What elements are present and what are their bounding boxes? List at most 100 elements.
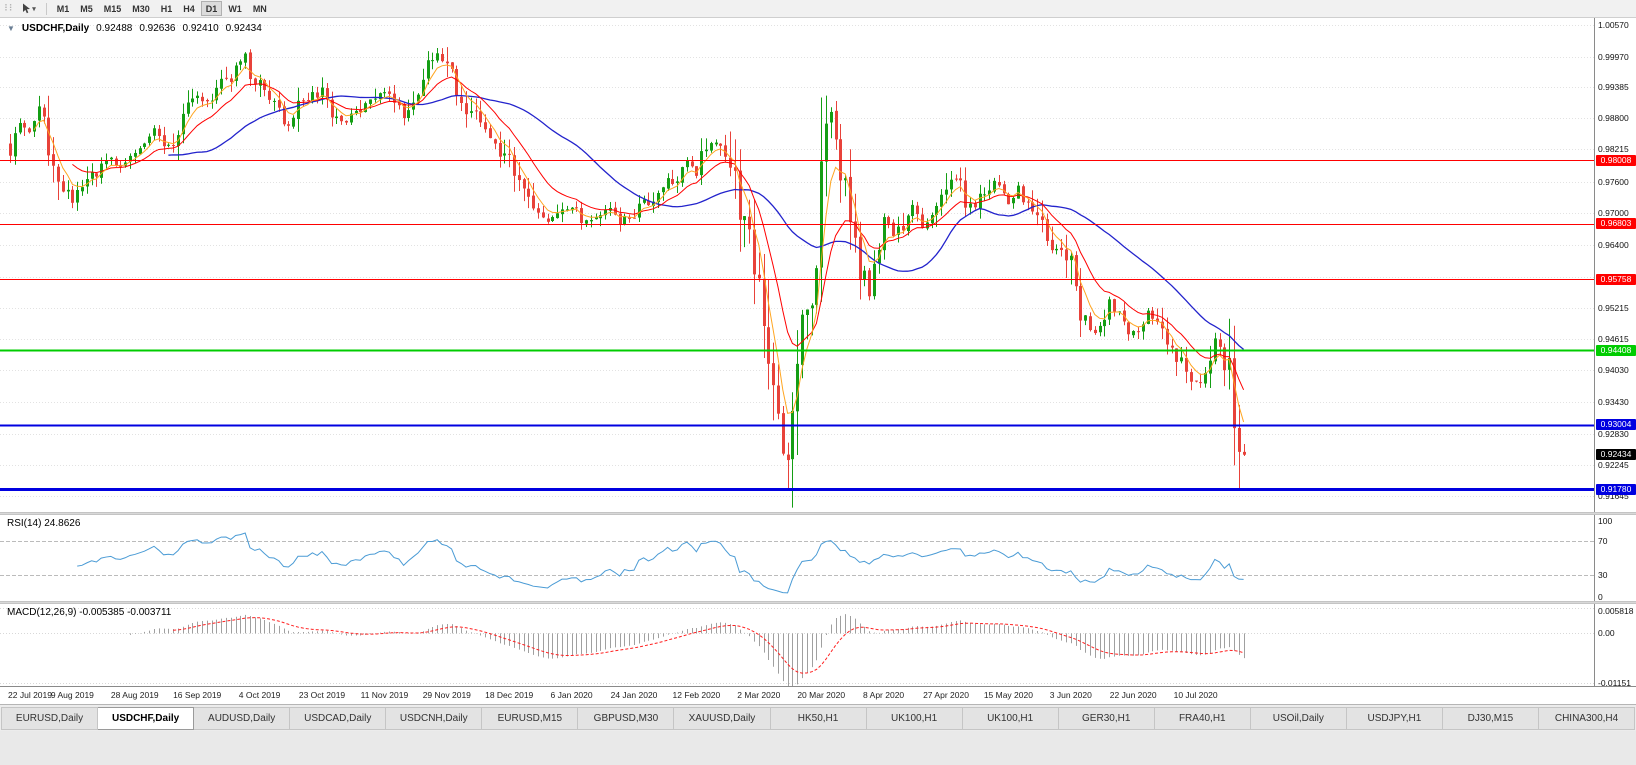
cursor-icon: [23, 3, 31, 14]
timeframe-button-w1[interactable]: W1: [228, 3, 242, 14]
chart-tab-audusd-daily[interactable]: AUDUSD,Daily: [194, 707, 291, 730]
timeframe-button-m15[interactable]: M15: [103, 3, 122, 14]
chart-tab-eurusd-m15[interactable]: EURUSD,M15: [482, 707, 579, 730]
chart-tab-uk100-h1[interactable]: UK100,H1: [866, 707, 963, 730]
panel-splitter-rsi[interactable]: [0, 512, 1636, 515]
date-axis-label: 27 Apr 2020: [923, 690, 969, 700]
chart-tab-ger30-h1[interactable]: GER30,H1: [1058, 707, 1155, 730]
chart-tab-usdcnh-daily[interactable]: USDCNH,Daily: [386, 707, 483, 730]
date-axis-label: 20 Mar 2020: [797, 690, 846, 700]
chart-tab-xauusd-daily[interactable]: XAUUSD,Daily: [674, 707, 771, 730]
macd-axis-tick: -0.01151: [1598, 678, 1631, 689]
price-axis[interactable]: 1.00570 0.99970 0.99385 0.98800 0.98215 0.976…: [1594, 18, 1636, 689]
price-level-tag: 0.95758: [1596, 273, 1636, 285]
macd-indicator-label: MACD(12,26,9) -0.005385 -0.003711: [7, 607, 172, 618]
date-axis-label: 8 Apr 2020: [863, 690, 905, 700]
price-level-tag: 0.98008: [1596, 154, 1636, 166]
price-axis-tick: 0.95215: [1598, 302, 1629, 313]
price-axis-tick: 0.94615: [1598, 334, 1629, 345]
rsi-indicator-label: RSI(14) 24.8626: [7, 518, 81, 529]
cursor-tool-button[interactable]: ▾: [17, 1, 41, 16]
price-axis-tick: 0.97600: [1598, 176, 1629, 187]
price-axis-tick: 0.97000: [1598, 208, 1629, 219]
symbol-period-label: USDCHF,Daily: [21, 23, 90, 34]
chart-tab-usdcad-daily[interactable]: USDCAD,Daily: [290, 707, 387, 730]
high-value: 0.92636: [139, 23, 176, 34]
chart-tab-uk100-h1[interactable]: UK100,H1: [962, 707, 1059, 730]
close-value: 0.92434: [225, 23, 262, 34]
chart-region: ▼ USDCHF,Daily 0.92488 0.92636 0.92410 0…: [0, 18, 1636, 704]
date-axis-label: 9 Aug 2019: [50, 690, 94, 700]
rsi-axis-tick: 100: [1598, 516, 1613, 526]
chart-tab-china300-h4[interactable]: CHINA300,H4: [1539, 707, 1636, 730]
low-value: 0.92410: [182, 23, 219, 34]
date-axis-label: 3 Jun 2020: [1049, 690, 1092, 700]
toolbar-grip-icon: ⠇⠇: [4, 3, 15, 13]
price-axis-tick: 0.92830: [1598, 428, 1629, 439]
timeframe-buttons: M1 M5 M15 M30 H1 H4 D1 W1 MN: [52, 1, 272, 16]
toolbar-separator: [45, 2, 47, 15]
date-axis-label: 18 Dec 2019: [485, 690, 534, 700]
price-axis-tick: 1.00570: [1598, 19, 1629, 30]
date-axis-label: 12 Feb 2020: [672, 690, 721, 700]
price-level-tag: 0.94408: [1596, 344, 1636, 356]
date-axis-label: 2 Mar 2020: [737, 690, 781, 700]
date-axis-label: 24 Jan 2020: [610, 690, 658, 700]
chart-tab-bar: EURUSD,Daily USDCHF,Daily AUDUSD,Daily USDC…: [0, 704, 1636, 731]
open-value: 0.92488: [96, 23, 133, 34]
price-axis-tick: 0.94030: [1598, 365, 1629, 376]
timeframe-button-m5[interactable]: M5: [80, 3, 93, 14]
timeframe-toolbar: ⠇⠇ ▾ M1 M5 M15 M30 H1 H4 D1 W1 MN: [0, 0, 1636, 18]
chart-tab-usdchf-daily[interactable]: USDCHF,Daily: [98, 707, 195, 730]
price-axis-tick: 0.92245: [1598, 459, 1629, 470]
date-axis-label: 15 May 2020: [983, 690, 1033, 700]
price-level-tag: 0.93004: [1596, 419, 1636, 431]
timeframe-button-m30[interactable]: M30: [132, 3, 150, 14]
timeframe-button-h4[interactable]: H4: [183, 3, 195, 14]
price-chart-canvas[interactable]: [0, 18, 1594, 686]
timeframe-button-h1[interactable]: H1: [160, 3, 173, 14]
price-axis-tick: 0.93430: [1598, 397, 1629, 408]
chart-tab-usoil-daily[interactable]: USOil,Daily: [1250, 707, 1347, 730]
date-axis-label: 23 Oct 2019: [298, 690, 346, 700]
price-axis-tick: 0.91645: [1598, 491, 1629, 502]
date-axis-label: 6 Jan 2020: [550, 690, 593, 700]
date-axis-label: 22 Jun 2020: [1109, 690, 1157, 700]
date-axis-label: 4 Oct 2019: [238, 690, 281, 700]
price-axis-tick: 0.96400: [1598, 240, 1629, 251]
chart-tab-dj30-m15[interactable]: DJ30,M15: [1442, 707, 1539, 730]
date-axis-label: 16 Sep 2019: [173, 690, 222, 700]
date-axis-label: 22 Jul 2019: [8, 690, 52, 700]
panel-splitter-macd[interactable]: [0, 601, 1636, 604]
chart-ohlc-title: ▼ USDCHF,Daily 0.92488 0.92636 0.92410 0…: [7, 23, 262, 34]
date-axis-label: 11 Nov 2019: [360, 690, 409, 700]
timeframe-button-mn[interactable]: MN: [252, 3, 267, 14]
price-level-tag: 0.96803: [1596, 218, 1636, 230]
chart-tab-usdjpy-h1[interactable]: USDJPY,H1: [1346, 707, 1443, 730]
chart-tab-eurusd-daily[interactable]: EURUSD,Daily: [1, 707, 99, 730]
chart-tab-hk50-h1[interactable]: HK50,H1: [770, 707, 867, 730]
chevron-down-icon[interactable]: ▾: [32, 5, 36, 13]
macd-axis-tick: 0.005818: [1598, 606, 1634, 616]
date-axis-label: 10 Jul 2020: [1173, 690, 1218, 700]
price-axis-tick: 0.99385: [1598, 82, 1629, 93]
macd-axis-tick: 0.00: [1598, 628, 1615, 639]
chart-tab-gbpusd-m30[interactable]: GBPUSD,M30: [578, 707, 675, 730]
price-level-tag: 0.91780: [1596, 483, 1636, 495]
window-bottom-strip: [0, 731, 1636, 765]
price-axis-tick: 0.99970: [1598, 51, 1629, 62]
rsi-axis-tick: 70: [1598, 535, 1608, 546]
current-price-tag: 0.92434: [1596, 449, 1636, 461]
timeframe-button-d1[interactable]: D1: [200, 1, 223, 16]
rsi-axis-tick: 0: [1598, 592, 1603, 602]
date-axis-label: 28 Aug 2019: [110, 690, 159, 700]
price-axis-tick: 0.98215: [1598, 144, 1629, 155]
price-axis-tick: 0.98800: [1598, 113, 1629, 124]
date-axis[interactable]: 22 Jul 2019 9 Aug 2019 28 Aug 2019 16 Sep 2…: [0, 686, 1636, 704]
collapse-arrow-icon[interactable]: ▼: [7, 24, 15, 33]
timeframe-button-m1[interactable]: M1: [56, 3, 70, 14]
chart-tab-fra40-h1[interactable]: FRA40,H1: [1154, 707, 1251, 730]
date-axis-label: 29 Nov 2019: [422, 690, 471, 700]
rsi-axis-tick: 30: [1598, 570, 1608, 581]
